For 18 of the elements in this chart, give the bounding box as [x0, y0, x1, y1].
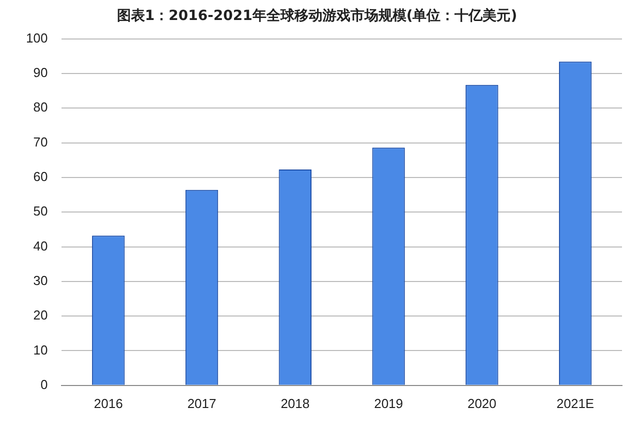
y-tick-label: 70	[33, 134, 48, 150]
y-tick-label: 0	[40, 376, 48, 392]
x-tick-label: 2021E	[556, 396, 594, 411]
y-tick-label: 90	[33, 65, 48, 80]
y-tick-label: 30	[33, 273, 48, 288]
y-tick-label: 60	[33, 169, 48, 184]
y-tick-label: 20	[33, 308, 48, 323]
x-tick-label: 2016	[94, 396, 123, 411]
x-tick-label: 2019	[374, 396, 403, 411]
y-tick-label: 10	[33, 342, 48, 358]
y-tick-label: 100	[26, 30, 48, 46]
y-tick-label: 40	[33, 238, 48, 254]
y-tick-label: 80	[33, 100, 48, 115]
x-tick-label: 2017	[187, 396, 216, 411]
chart-title: 图表1：2016-2021年全球移动游戏市场规模(单位：十亿美元)	[116, 7, 518, 24]
x-tick-label: 2020	[467, 396, 496, 411]
x-tick-label: 2018	[280, 396, 310, 411]
y-tick-label: 50	[33, 204, 48, 219]
